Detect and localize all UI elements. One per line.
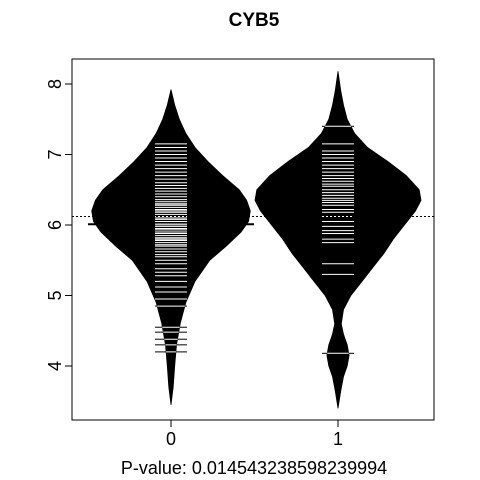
plot-frame (71, 58, 435, 421)
y-tick-label: 5 (45, 290, 65, 300)
y-axis: 4 5 6 7 8 (45, 79, 72, 371)
bean-density-0 (91, 89, 251, 405)
x-axis-label: P-value: 0.014543238598239994 (121, 458, 387, 478)
bean-density-1 (254, 71, 422, 409)
y-tick-label: 7 (45, 149, 65, 159)
x-tick-label: 1 (333, 429, 343, 449)
y-tick-label: 8 (45, 79, 65, 89)
y-tick-label: 4 (45, 361, 65, 371)
y-tick-label: 6 (45, 220, 65, 230)
chart-title: CYB5 (229, 10, 280, 31)
beans (88, 71, 422, 409)
x-tick-label: 0 (166, 429, 176, 449)
